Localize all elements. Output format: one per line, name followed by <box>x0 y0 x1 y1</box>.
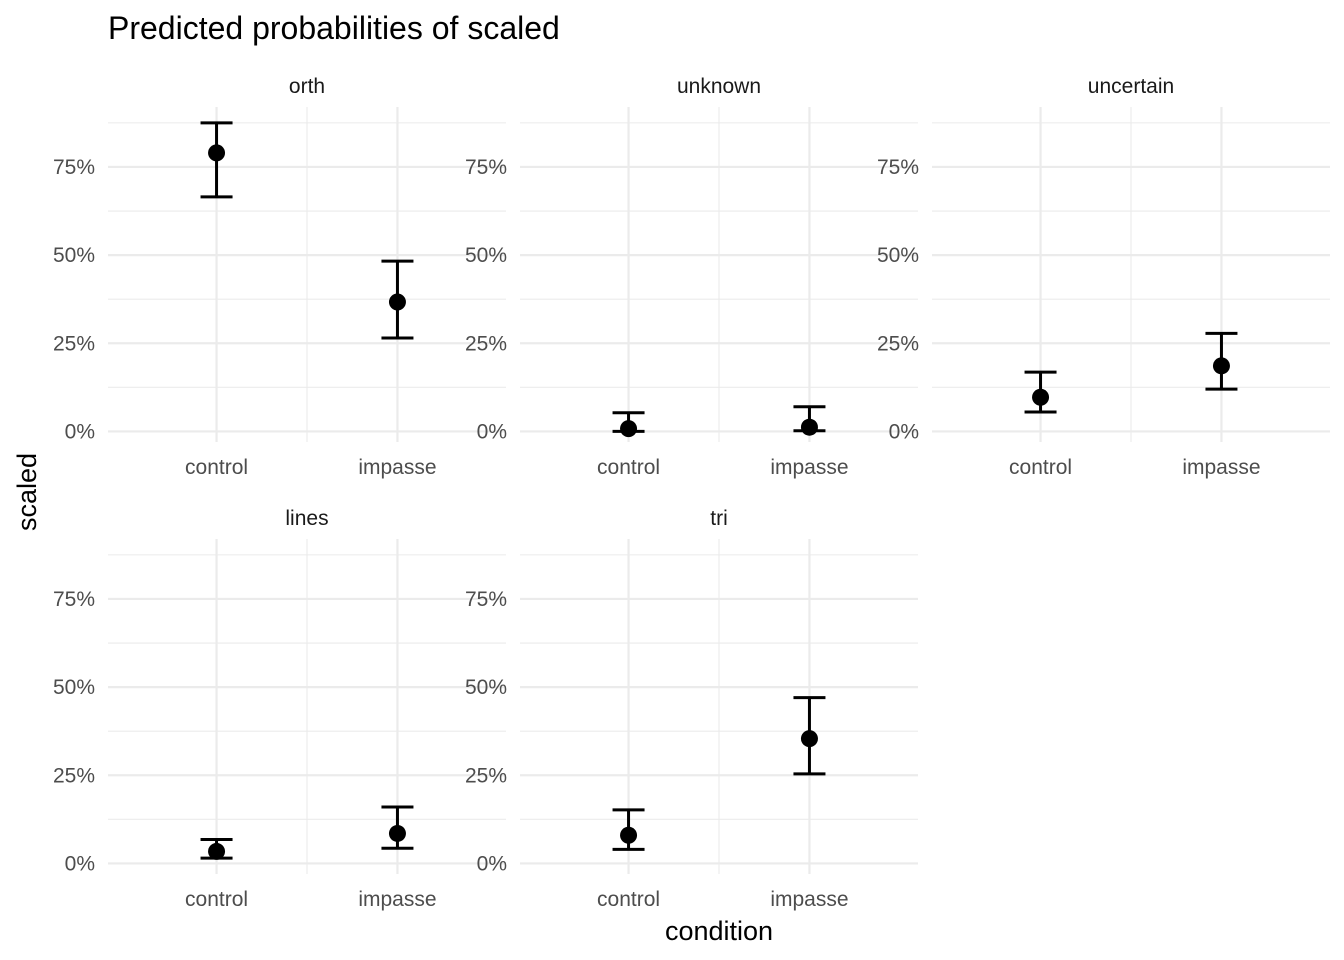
strip-label: unknown <box>677 75 761 98</box>
strip-label: uncertain <box>1088 75 1174 98</box>
data-point <box>620 420 638 438</box>
y-axis-title: scaled <box>12 453 42 531</box>
panel-lines: lines 0% 25% 50% 75% control impasse <box>53 507 506 911</box>
y-tick-label: 75% <box>465 156 507 179</box>
chart-title: Predicted probabilities of scaled <box>108 10 560 46</box>
y-tick-label: 0% <box>889 420 919 443</box>
data-point <box>388 293 406 311</box>
y-tick-label: 50% <box>465 676 507 699</box>
y-tick-label: 75% <box>877 156 919 179</box>
x-axis-title: condition <box>665 916 773 946</box>
panel-orth: orth 0% 25% 50% 75% control impasse <box>53 75 506 479</box>
data-point <box>1212 357 1230 375</box>
y-tick-label: 0% <box>477 420 507 443</box>
panel-unknown: unknown 0% 25% 50% 75% control impasse <box>465 75 918 479</box>
x-tick-label: control <box>597 888 660 911</box>
data-point <box>800 730 818 748</box>
y-tick-label: 0% <box>477 852 507 875</box>
x-tick-label: control <box>185 888 248 911</box>
x-tick-label: impasse <box>358 888 436 911</box>
y-tick-label: 0% <box>65 852 95 875</box>
y-tick-label: 50% <box>465 244 507 267</box>
x-tick-label: control <box>597 456 660 479</box>
strip-label: tri <box>710 507 728 530</box>
data-point <box>1032 388 1050 406</box>
y-tick-label: 50% <box>877 244 919 267</box>
data-point <box>208 144 226 162</box>
y-tick-label: 75% <box>53 588 95 611</box>
x-tick-label: control <box>1009 456 1072 479</box>
y-tick-label: 75% <box>465 588 507 611</box>
y-tick-label: 25% <box>53 764 95 787</box>
data-point <box>388 824 406 842</box>
y-tick-label: 25% <box>465 332 507 355</box>
y-tick-label: 50% <box>53 244 95 267</box>
y-tick-label: 25% <box>53 332 95 355</box>
panel-tri: tri 0% 25% 50% 75% control impasse <box>465 507 918 911</box>
data-point <box>208 842 226 860</box>
strip-label: lines <box>285 507 328 530</box>
x-tick-label: impasse <box>770 888 848 911</box>
facet-panels: orth 0% 25% 50% 75% control impasse unknown 0% 25… <box>53 75 1330 911</box>
x-tick-label: impasse <box>1182 456 1260 479</box>
y-tick-label: 25% <box>465 764 507 787</box>
y-tick-label: 50% <box>53 676 95 699</box>
x-tick-label: control <box>185 456 248 479</box>
data-point <box>620 826 638 844</box>
y-tick-label: 75% <box>53 156 95 179</box>
y-tick-label: 0% <box>65 420 95 443</box>
y-tick-label: 25% <box>877 332 919 355</box>
panel-uncertain: uncertain 0% 25% 50% 75% control impasse <box>877 75 1330 479</box>
data-point <box>800 418 818 436</box>
x-tick-label: impasse <box>770 456 848 479</box>
strip-label: orth <box>289 75 325 98</box>
x-tick-label: impasse <box>358 456 436 479</box>
